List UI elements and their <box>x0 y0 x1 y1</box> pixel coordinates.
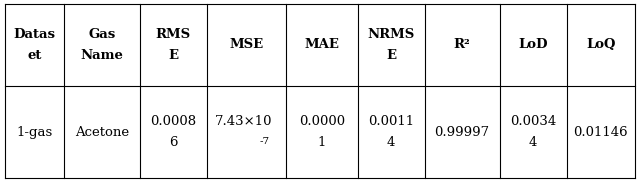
Text: 0.0034
4: 0.0034 4 <box>510 115 556 149</box>
Text: MAE: MAE <box>305 38 339 51</box>
Text: Datas
et: Datas et <box>13 28 56 62</box>
Text: 0.0008
6: 0.0008 6 <box>150 115 196 149</box>
Text: LoD: LoD <box>518 38 548 51</box>
Text: 0.01146: 0.01146 <box>573 126 628 139</box>
Text: Gas
Name: Gas Name <box>81 28 124 62</box>
Text: 0.0011
4: 0.0011 4 <box>368 115 414 149</box>
Text: MSE: MSE <box>229 38 264 51</box>
Text: 0.99997: 0.99997 <box>435 126 490 139</box>
Text: R²: R² <box>454 38 470 51</box>
Text: 7.43×10: 7.43×10 <box>214 115 272 128</box>
Text: Acetone: Acetone <box>75 126 129 139</box>
Text: NRMS
E: NRMS E <box>367 28 415 62</box>
Text: -7: -7 <box>259 137 269 146</box>
Text: LoQ: LoQ <box>586 38 616 51</box>
Text: 0.0000
1: 0.0000 1 <box>299 115 345 149</box>
Text: RMS
E: RMS E <box>156 28 191 62</box>
Text: 1-gas: 1-gas <box>17 126 53 139</box>
